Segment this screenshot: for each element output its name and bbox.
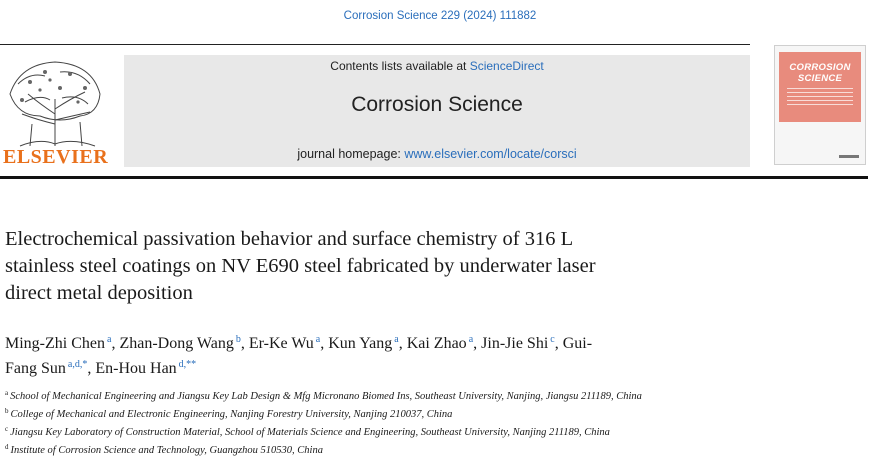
elsevier-tree-icon [9,61,101,147]
author-name[interactable]: Er-Ke Wu [248,335,314,352]
cover-footer-mark [839,155,859,158]
journal-cover-thumbnail[interactable]: CORROSION SCIENCE [774,45,866,165]
affiliation-key: d [5,443,9,451]
author-affil-ref[interactable]: c [550,334,555,345]
author-name[interactable]: Ming-Zhi Chen [5,335,105,352]
affiliation-key: b [5,407,9,415]
affiliation-list: a School of Mechanical Engineering and Ji… [5,386,865,458]
author-name[interactable]: Jin-Jie Shi [481,335,549,352]
affiliation-text: Institute of Corrosion Science and Techn… [10,445,323,456]
article-title-line2: stainless steel coatings on NV E690 stee… [5,255,596,277]
header-thick-rule [0,176,868,179]
affiliation-item: d Institute of Corrosion Science and Tech… [5,440,865,458]
author-affil-ref[interactable]: a [107,334,112,345]
cover-title-line1: CORROSION [789,62,851,73]
journal-title[interactable]: Corrosion Science [351,93,523,116]
affiliation-text: College of Mechanical and Electronic Eng… [10,409,453,420]
article-title-line3: direct metal deposition [5,282,193,304]
author-name[interactable]: Fang Sun [5,360,66,377]
author-list: Ming-Zhi Chen a, Zhan-Dong Wang b, Er-Ke W… [5,334,593,377]
author-affil-ref[interactable]: a,d,* [67,359,88,370]
homepage-link[interactable]: www.elsevier.com/locate/corsci [404,147,577,161]
author-affil-ref[interactable]: a [315,334,321,345]
journal-citation[interactable]: Corrosion Science 229 (2024) 111882 [343,10,537,22]
header-top-rule [0,44,750,45]
author-affil-ref[interactable]: a [394,334,399,345]
contents-availability: Contents lists available at ScienceDirec… [124,59,750,73]
author-affil-ref[interactable]: a [468,334,474,345]
affiliation-item: c Jiangsu Key Laboratory of Construction … [5,422,865,440]
journal-banner: Contents lists available at ScienceDirec… [124,55,750,167]
author-affil-ref[interactable]: d,** [178,359,197,370]
cover-title-line2: SCIENCE [797,73,843,84]
homepage-prefix: journal homepage: [297,147,405,161]
journal-homepage: journal homepage: www.elsevier.com/locat… [124,147,750,161]
affiliation-key: a [5,389,9,397]
article-title-line1: Electrochemical passivation behavior and… [5,228,574,250]
affiliation-item: a School of Mechanical Engineering and Ji… [5,386,865,404]
elsevier-wordmark: ELSEVIER [3,146,109,168]
cover-text-lines [787,88,853,108]
affiliation-text: Jiangsu Key Laboratory of Construction M… [10,427,610,438]
author-name[interactable]: Gui- [562,335,593,352]
contents-prefix: Contents lists available at [330,59,470,73]
author-name[interactable]: En-Hou Han [95,360,177,377]
author-name[interactable]: Kun Yang [328,335,393,352]
elsevier-logo[interactable] [0,54,110,166]
article-title: Electrochemical passivation behavior and… [5,226,825,307]
cover-title: CORROSION SCIENCE [779,62,861,84]
sciencedirect-link[interactable]: ScienceDirect [469,59,544,73]
affiliation-text: School of Mechanical Engineering and Jia… [10,391,642,402]
author-name[interactable]: Kai Zhao [406,335,467,352]
affiliation-item: b College of Mechanical and Electronic En… [5,404,865,422]
author-name[interactable]: Zhan-Dong Wang [119,335,234,352]
cover-band: CORROSION SCIENCE [779,52,861,122]
affiliation-key: c [5,425,9,433]
author-affil-ref[interactable]: b [235,334,241,345]
